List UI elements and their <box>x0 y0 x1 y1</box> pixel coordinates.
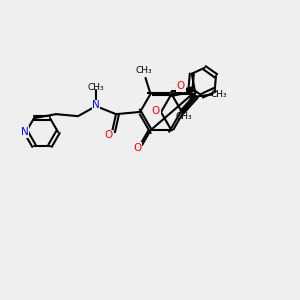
Text: CH₃: CH₃ <box>135 67 152 76</box>
Text: O: O <box>104 130 112 140</box>
Text: N: N <box>92 100 100 110</box>
Text: CH₃: CH₃ <box>88 82 104 91</box>
Text: N: N <box>21 127 29 137</box>
Text: CH₃: CH₃ <box>211 90 227 99</box>
Text: O: O <box>177 81 185 91</box>
Text: O: O <box>152 106 160 116</box>
Text: CH₃: CH₃ <box>175 112 192 122</box>
Text: O: O <box>133 143 141 153</box>
